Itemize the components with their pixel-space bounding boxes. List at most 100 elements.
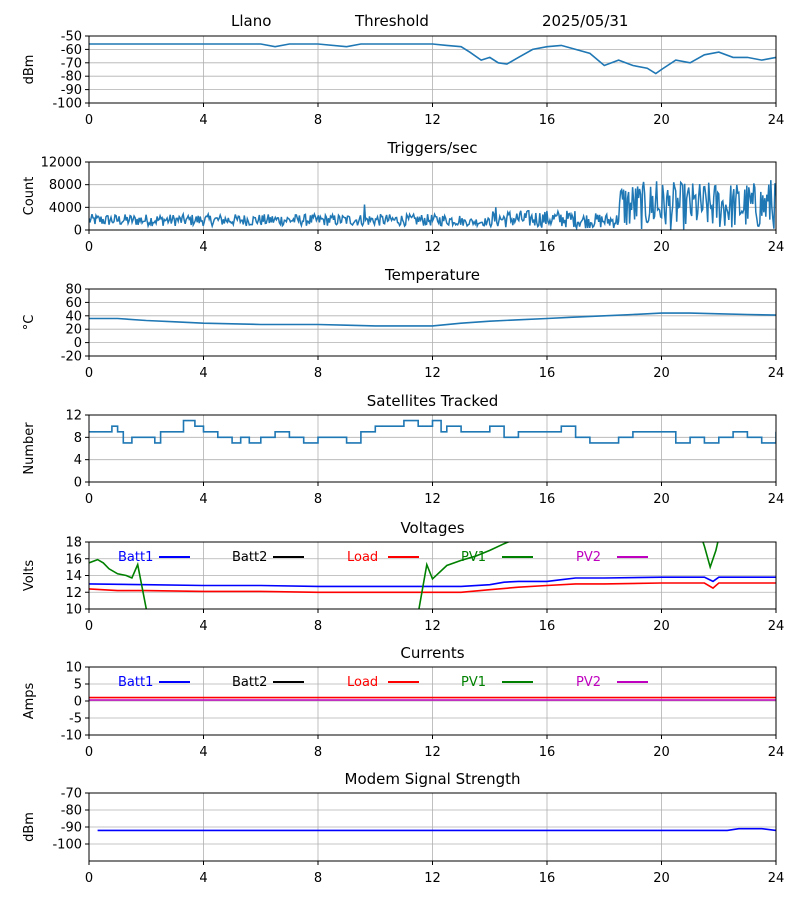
- chart-panel-6: 0 4 8 12 16 20 24 -70 -80 -90 -100 Modem Signal Str…: [22, 770, 784, 886]
- series-line-0: [89, 312, 776, 327]
- legend-label-batt1: Batt1: [118, 550, 153, 565]
- y-tick-label: -80: [61, 804, 82, 819]
- series-group: [89, 419, 776, 444]
- legend-label-pv2: PV2: [576, 550, 601, 565]
- y-tick-label: 16: [65, 552, 82, 567]
- y-tick-label: -10: [61, 729, 82, 744]
- chart-panel-3: 0 4 8 12 16 20 24 12 8 4 0 Satellites Tracked Number: [22, 392, 784, 507]
- y-axis-label: dBm: [22, 812, 37, 842]
- x-tick-label: 20: [653, 619, 670, 634]
- x-tick-label: 12: [424, 745, 441, 760]
- x-tick-label: 16: [539, 871, 556, 886]
- x-tick-label: 12: [424, 871, 441, 886]
- x-tick-label: 20: [653, 240, 670, 255]
- y-axis-label: °C: [22, 315, 37, 331]
- x-tick-label: 16: [539, 619, 556, 634]
- y-tick-label: 4000: [49, 201, 82, 216]
- x-tick-label: 4: [199, 871, 207, 886]
- y-tick-label: -70: [61, 787, 82, 802]
- x-tick-label: 12: [424, 492, 441, 507]
- legend-label-batt1: Batt1: [118, 675, 153, 690]
- series-group: [89, 696, 776, 701]
- x-tick-label: 20: [653, 871, 670, 886]
- y-tick-label: -100: [52, 838, 82, 853]
- chart-title: Triggers/sec: [387, 139, 478, 157]
- x-tick-label: 12: [424, 619, 441, 634]
- y-tick-label: -100: [52, 97, 82, 112]
- x-tick-label: 16: [539, 113, 556, 128]
- series-line-0: [89, 419, 776, 444]
- x-tick-label: 0: [85, 619, 93, 634]
- y-tick-label: 4: [74, 453, 82, 468]
- x-tick-label: 16: [539, 240, 556, 255]
- x-tick-label: 0: [85, 492, 93, 507]
- x-tick-label: 0: [85, 240, 93, 255]
- legend-label-pv2: PV2: [576, 675, 601, 690]
- series-line-0: [97, 827, 776, 832]
- series-line-0: [89, 43, 776, 75]
- date-label: 2025/05/31: [542, 12, 629, 30]
- y-tick-label: 12: [65, 586, 82, 601]
- x-tick-label: 0: [85, 366, 93, 381]
- x-tick-label: 24: [768, 492, 785, 507]
- x-tick-label: 8: [314, 492, 322, 507]
- y-axis-label: Number: [22, 422, 37, 475]
- y-tick-label: -60: [61, 43, 82, 58]
- y-tick-label: 0: [74, 476, 82, 491]
- chart-title: Currents: [400, 644, 464, 662]
- series-line-load: [89, 582, 776, 594]
- y-tick-label: -5: [69, 712, 82, 727]
- chart-title: Temperature: [384, 266, 480, 284]
- site-name: Llano: [231, 12, 272, 30]
- y-tick-label: -90: [61, 83, 82, 98]
- chart-header: Llano Threshold 2025/05/31: [0, 0, 800, 32]
- y-tick-label: 40: [65, 309, 82, 324]
- x-tick-label: 8: [314, 745, 322, 760]
- x-tick-label: 20: [653, 113, 670, 128]
- y-tick-label: 12000: [41, 156, 82, 171]
- y-tick-label: -70: [61, 56, 82, 71]
- x-tick-label: 4: [199, 745, 207, 760]
- x-tick-label: 8: [314, 366, 322, 381]
- x-tick-label: 0: [85, 745, 93, 760]
- series-group: [89, 43, 776, 75]
- y-tick-label: 12: [65, 409, 82, 424]
- x-tick-label: 0: [85, 113, 93, 128]
- y-tick-label: 0: [74, 695, 82, 710]
- y-tick-label: 0: [74, 224, 82, 239]
- x-tick-label: 4: [199, 619, 207, 634]
- y-tick-label: -90: [61, 821, 82, 836]
- x-tick-label: 24: [768, 619, 785, 634]
- x-tick-label: 20: [653, 492, 670, 507]
- x-tick-label: 24: [768, 113, 785, 128]
- series-group: [89, 312, 776, 327]
- x-tick-label: 24: [768, 871, 785, 886]
- legend-label-batt2: Batt2: [232, 675, 267, 690]
- series-line: [89, 180, 776, 230]
- x-tick-label: 16: [539, 745, 556, 760]
- legend-label-pv1: PV1: [461, 550, 486, 565]
- y-tick-label: 8000: [49, 178, 82, 193]
- x-tick-label: 20: [653, 366, 670, 381]
- y-tick-label: 10: [65, 661, 82, 676]
- series-line-pv1: [89, 542, 719, 609]
- x-tick-label: 20: [653, 745, 670, 760]
- y-tick-label: 14: [65, 569, 82, 584]
- y-tick-label: 60: [65, 296, 82, 311]
- chart-title: Voltages: [400, 519, 464, 537]
- y-axis-label: Volts: [22, 560, 37, 592]
- mode-label: Threshold: [355, 12, 429, 30]
- series-line-batt1: [89, 576, 776, 588]
- x-tick-label: 24: [768, 745, 785, 760]
- y-axis-label: Amps: [22, 682, 37, 719]
- y-axis-label: Count: [22, 177, 37, 216]
- y-axis-label: dBm: [22, 55, 37, 85]
- x-tick-label: 16: [539, 366, 556, 381]
- y-tick-label: 8: [74, 431, 82, 446]
- x-tick-label: 4: [199, 113, 207, 128]
- y-tick-label: -80: [61, 70, 82, 85]
- x-tick-label: 8: [314, 113, 322, 128]
- chart-title: Modem Signal Strength: [345, 770, 521, 788]
